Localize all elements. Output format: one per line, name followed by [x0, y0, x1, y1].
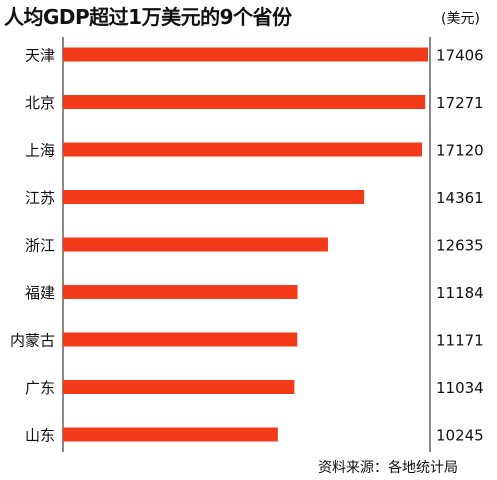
bar-7: [63, 380, 295, 394]
value-label-3: 14361: [436, 189, 484, 207]
value-label-6: 11171: [436, 332, 484, 350]
value-label-5: 11184: [436, 284, 484, 302]
bar-5: [63, 285, 298, 299]
bar-3: [63, 190, 365, 204]
category-label-3: 江苏: [25, 189, 55, 207]
chart-title: 人均GDP超过1万美元的9个省份: [4, 5, 292, 29]
bar-1: [63, 95, 426, 109]
unit-label: (美元): [441, 11, 480, 27]
category-label-2: 上海: [25, 142, 55, 160]
category-label-5: 福建: [25, 284, 55, 302]
value-label-8: 10245: [436, 427, 484, 445]
category-label-8: 山东: [25, 427, 55, 445]
value-label-2: 17120: [436, 142, 484, 160]
category-label-7: 广东: [25, 379, 55, 397]
bar-8: [63, 427, 278, 442]
value-label-7: 11034: [436, 379, 484, 397]
value-labels: 17406 17271 17120 14361 12635 11184 11171 11034…: [436, 47, 484, 445]
category-label-6: 内蒙古: [10, 332, 55, 350]
category-label-1: 北京: [25, 94, 55, 112]
bar-4: [63, 237, 328, 252]
category-label-4: 浙江: [25, 237, 55, 255]
bar-0: [63, 47, 428, 62]
bar-6: [63, 332, 298, 347]
bars-group: [63, 47, 428, 442]
value-label-0: 17406: [436, 47, 484, 65]
value-label-4: 12635: [436, 237, 484, 255]
value-label-1: 17271: [436, 94, 484, 112]
bar-2: [63, 142, 423, 157]
category-label-0: 天津: [25, 47, 55, 65]
source-note: 资料来源：各地统计局: [318, 460, 458, 476]
